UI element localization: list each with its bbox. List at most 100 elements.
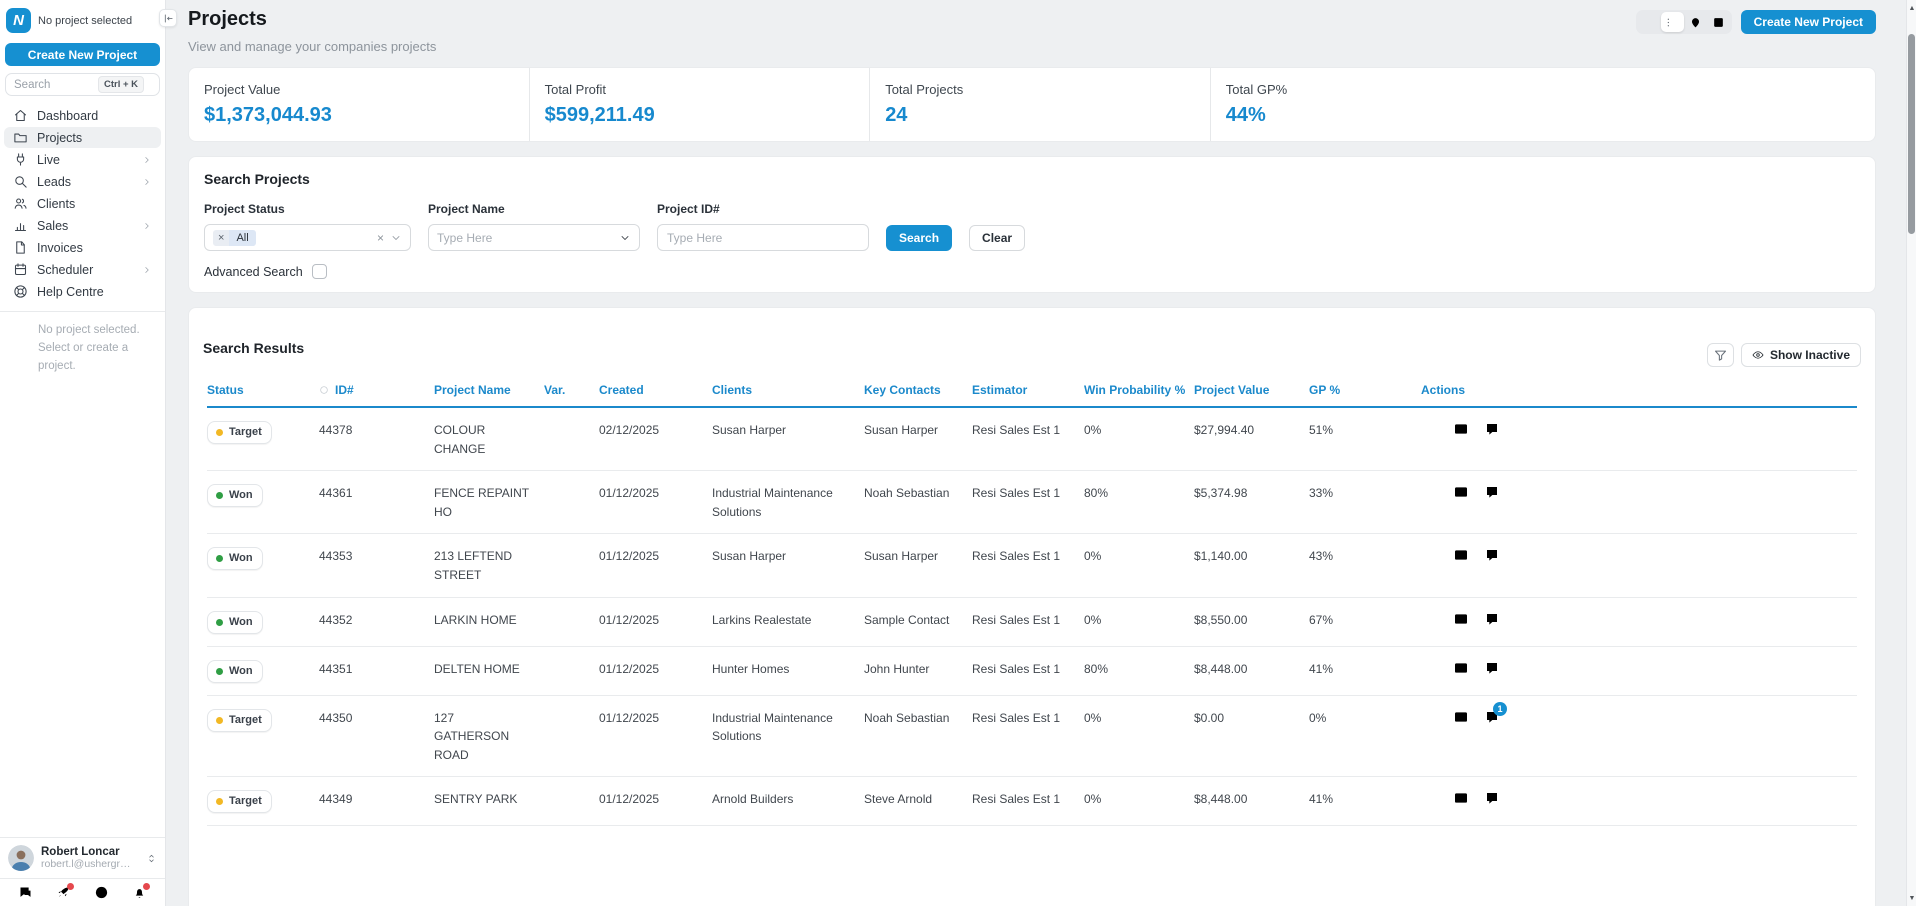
eye-icon [1752,349,1764,361]
comment-icon[interactable] [1484,484,1500,521]
status-badge: Target [207,421,272,445]
sidebar-item-scheduler[interactable]: Scheduler [4,259,161,280]
cell-id: 44351 [319,661,353,676]
email-icon[interactable] [1453,421,1469,458]
comment-icon[interactable] [1484,660,1500,683]
sidebar-item-invoices[interactable]: Invoices [4,237,161,258]
email-icon[interactable] [1453,660,1469,683]
cell-project-value: $8,550.00 [1194,612,1248,627]
comment-icon[interactable] [1484,547,1500,584]
column-header-gp-[interactable]: GP % [1309,383,1341,397]
column-header-actions[interactable]: Actions [1421,383,1466,397]
scroll-up-icon[interactable]: ▲ [1908,4,1916,12]
view-switcher [1635,10,1732,34]
project-name-select[interactable]: Type Here [428,224,640,251]
project-id-input[interactable] [657,224,869,251]
sidebar-item-sales[interactable]: Sales [4,215,161,236]
cell-gp: 67% [1309,612,1334,627]
project-status-select[interactable]: × All × [204,224,411,251]
whats-new-rocket-icon[interactable] [56,883,74,900]
cell-win-probability: 0% [1084,423,1102,437]
sidebar-search[interactable]: Ctrl + K [5,73,160,96]
cell-created: 02/12/2025 [599,423,660,437]
column-header-win-probability-[interactable]: Win Probability % [1084,383,1186,397]
table-row[interactable]: Won 44353 213 LEFTEND STREET 01/12/2025 Susa… [207,534,1857,598]
sidebar-nav: Dashboard Projects Live Leads Clients Sales In… [0,104,165,303]
column-header-status[interactable]: Status [207,383,244,397]
map-view-icon[interactable] [1684,12,1707,32]
clear-button[interactable]: Clear [969,225,1026,251]
remove-tag-icon[interactable]: × [213,229,230,246]
support-icon[interactable] [94,885,109,900]
sidebar-item-projects[interactable]: Projects [4,127,161,148]
filter-button[interactable] [1706,343,1734,367]
table-row[interactable]: Won 44352 LARKIN HOME 01/12/2025 Larkins Rea… [207,598,1857,647]
create-new-project-button[interactable]: Create New Project [1740,10,1876,34]
chevron-down-icon [390,232,402,244]
kanban-view-icon[interactable] [1638,12,1661,32]
cell-gp: 51% [1309,423,1334,437]
page-title: Projects [188,8,267,30]
cell-key-contact: Susan Harper [864,423,939,437]
bell-icon[interactable] [132,883,151,900]
sidebar-item-help-centre[interactable]: Help Centre [4,281,161,302]
cell-var [544,484,599,521]
column-header-project-name[interactable]: Project Name [434,383,511,397]
email-icon[interactable] [1453,611,1469,634]
column-header-id-[interactable]: ID# [319,383,434,406]
vertical-scrollbar[interactable]: ▲ ▼ [1906,0,1916,906]
email-icon[interactable] [1453,547,1469,584]
sidebar-search-input[interactable] [14,78,94,91]
scroll-down-icon[interactable]: ▼ [1908,894,1916,902]
cell-client: Susan Harper [712,423,787,437]
document-icon [13,240,28,255]
sidebar-collapse-button[interactable] [159,9,177,27]
cell-id: 44349 [319,792,353,807]
comment-icon[interactable] [1484,611,1500,634]
list-view-icon[interactable] [1660,12,1684,32]
column-header-estimator[interactable]: Estimator [972,383,1028,397]
comment-icon[interactable] [1484,421,1500,458]
grid-view-icon[interactable] [1707,12,1730,32]
email-icon[interactable] [1453,790,1469,813]
column-header-var-[interactable]: Var. [544,383,566,397]
table-row[interactable]: Won 44361 FENCE REPAINT HO 01/12/2025 Indust… [207,471,1857,535]
sidebar-item-label: Sales [37,218,69,233]
cell-created: 01/12/2025 [599,661,660,676]
sidebar-item-dashboard[interactable]: Dashboard [4,105,161,126]
search-shortcut-badge: Ctrl + K [98,76,145,93]
status-dot [216,429,223,437]
comment-icon[interactable]: 1 [1484,701,1507,765]
sidebar-project-status: No project selected [38,14,133,27]
cell-id: 44378 [319,423,353,437]
table-row[interactable]: Target 44378 COLOUR CHANGE 02/12/2025 Susan … [207,408,1857,472]
column-header-clients[interactable]: Clients [712,383,753,397]
table-row[interactable]: Won 44351 DELTEN HOME 01/12/2025 Hunter Home… [207,647,1857,696]
user-menu[interactable]: Robert Loncar robert.l@ushergroup.... [0,837,165,878]
sidebar-item-clients[interactable]: Clients [4,193,161,214]
column-header-project-value[interactable]: Project Value [1194,383,1270,397]
search-button[interactable]: Search [886,225,953,251]
sidebar-item-label: Live [37,152,60,167]
table-row[interactable]: Target 44349 SENTRY PARK 01/12/2025 Arnold B… [207,777,1857,827]
email-icon[interactable] [1453,484,1469,521]
sidebar-create-project-button[interactable]: Create New Project [5,43,160,66]
chat-icon[interactable] [18,885,33,900]
clear-select-icon[interactable]: × [376,230,384,245]
sidebar-header: N No project selected [0,0,165,39]
scrollbar-thumb[interactable] [1908,34,1915,234]
cell-win-probability: 0% [1084,792,1102,807]
email-icon[interactable] [1453,709,1469,765]
status-dot [216,555,223,563]
column-header-created[interactable]: Created [599,383,644,397]
table-row[interactable]: Target 44350 127 GATHERSON ROAD 01/12/2025 I… [207,696,1857,778]
sidebar-item-leads[interactable]: Leads [4,171,161,192]
cell-created: 01/12/2025 [599,792,660,807]
show-inactive-button[interactable]: Show Inactive [1740,343,1861,367]
comment-icon[interactable] [1484,790,1500,813]
column-header-key-contacts[interactable]: Key Contacts [864,383,941,397]
sidebar-item-live[interactable]: Live [4,149,161,170]
cell-key-contact: John Hunter [864,661,930,676]
search-results-title: Search Results [203,340,305,356]
advanced-search-checkbox[interactable] [311,264,327,279]
